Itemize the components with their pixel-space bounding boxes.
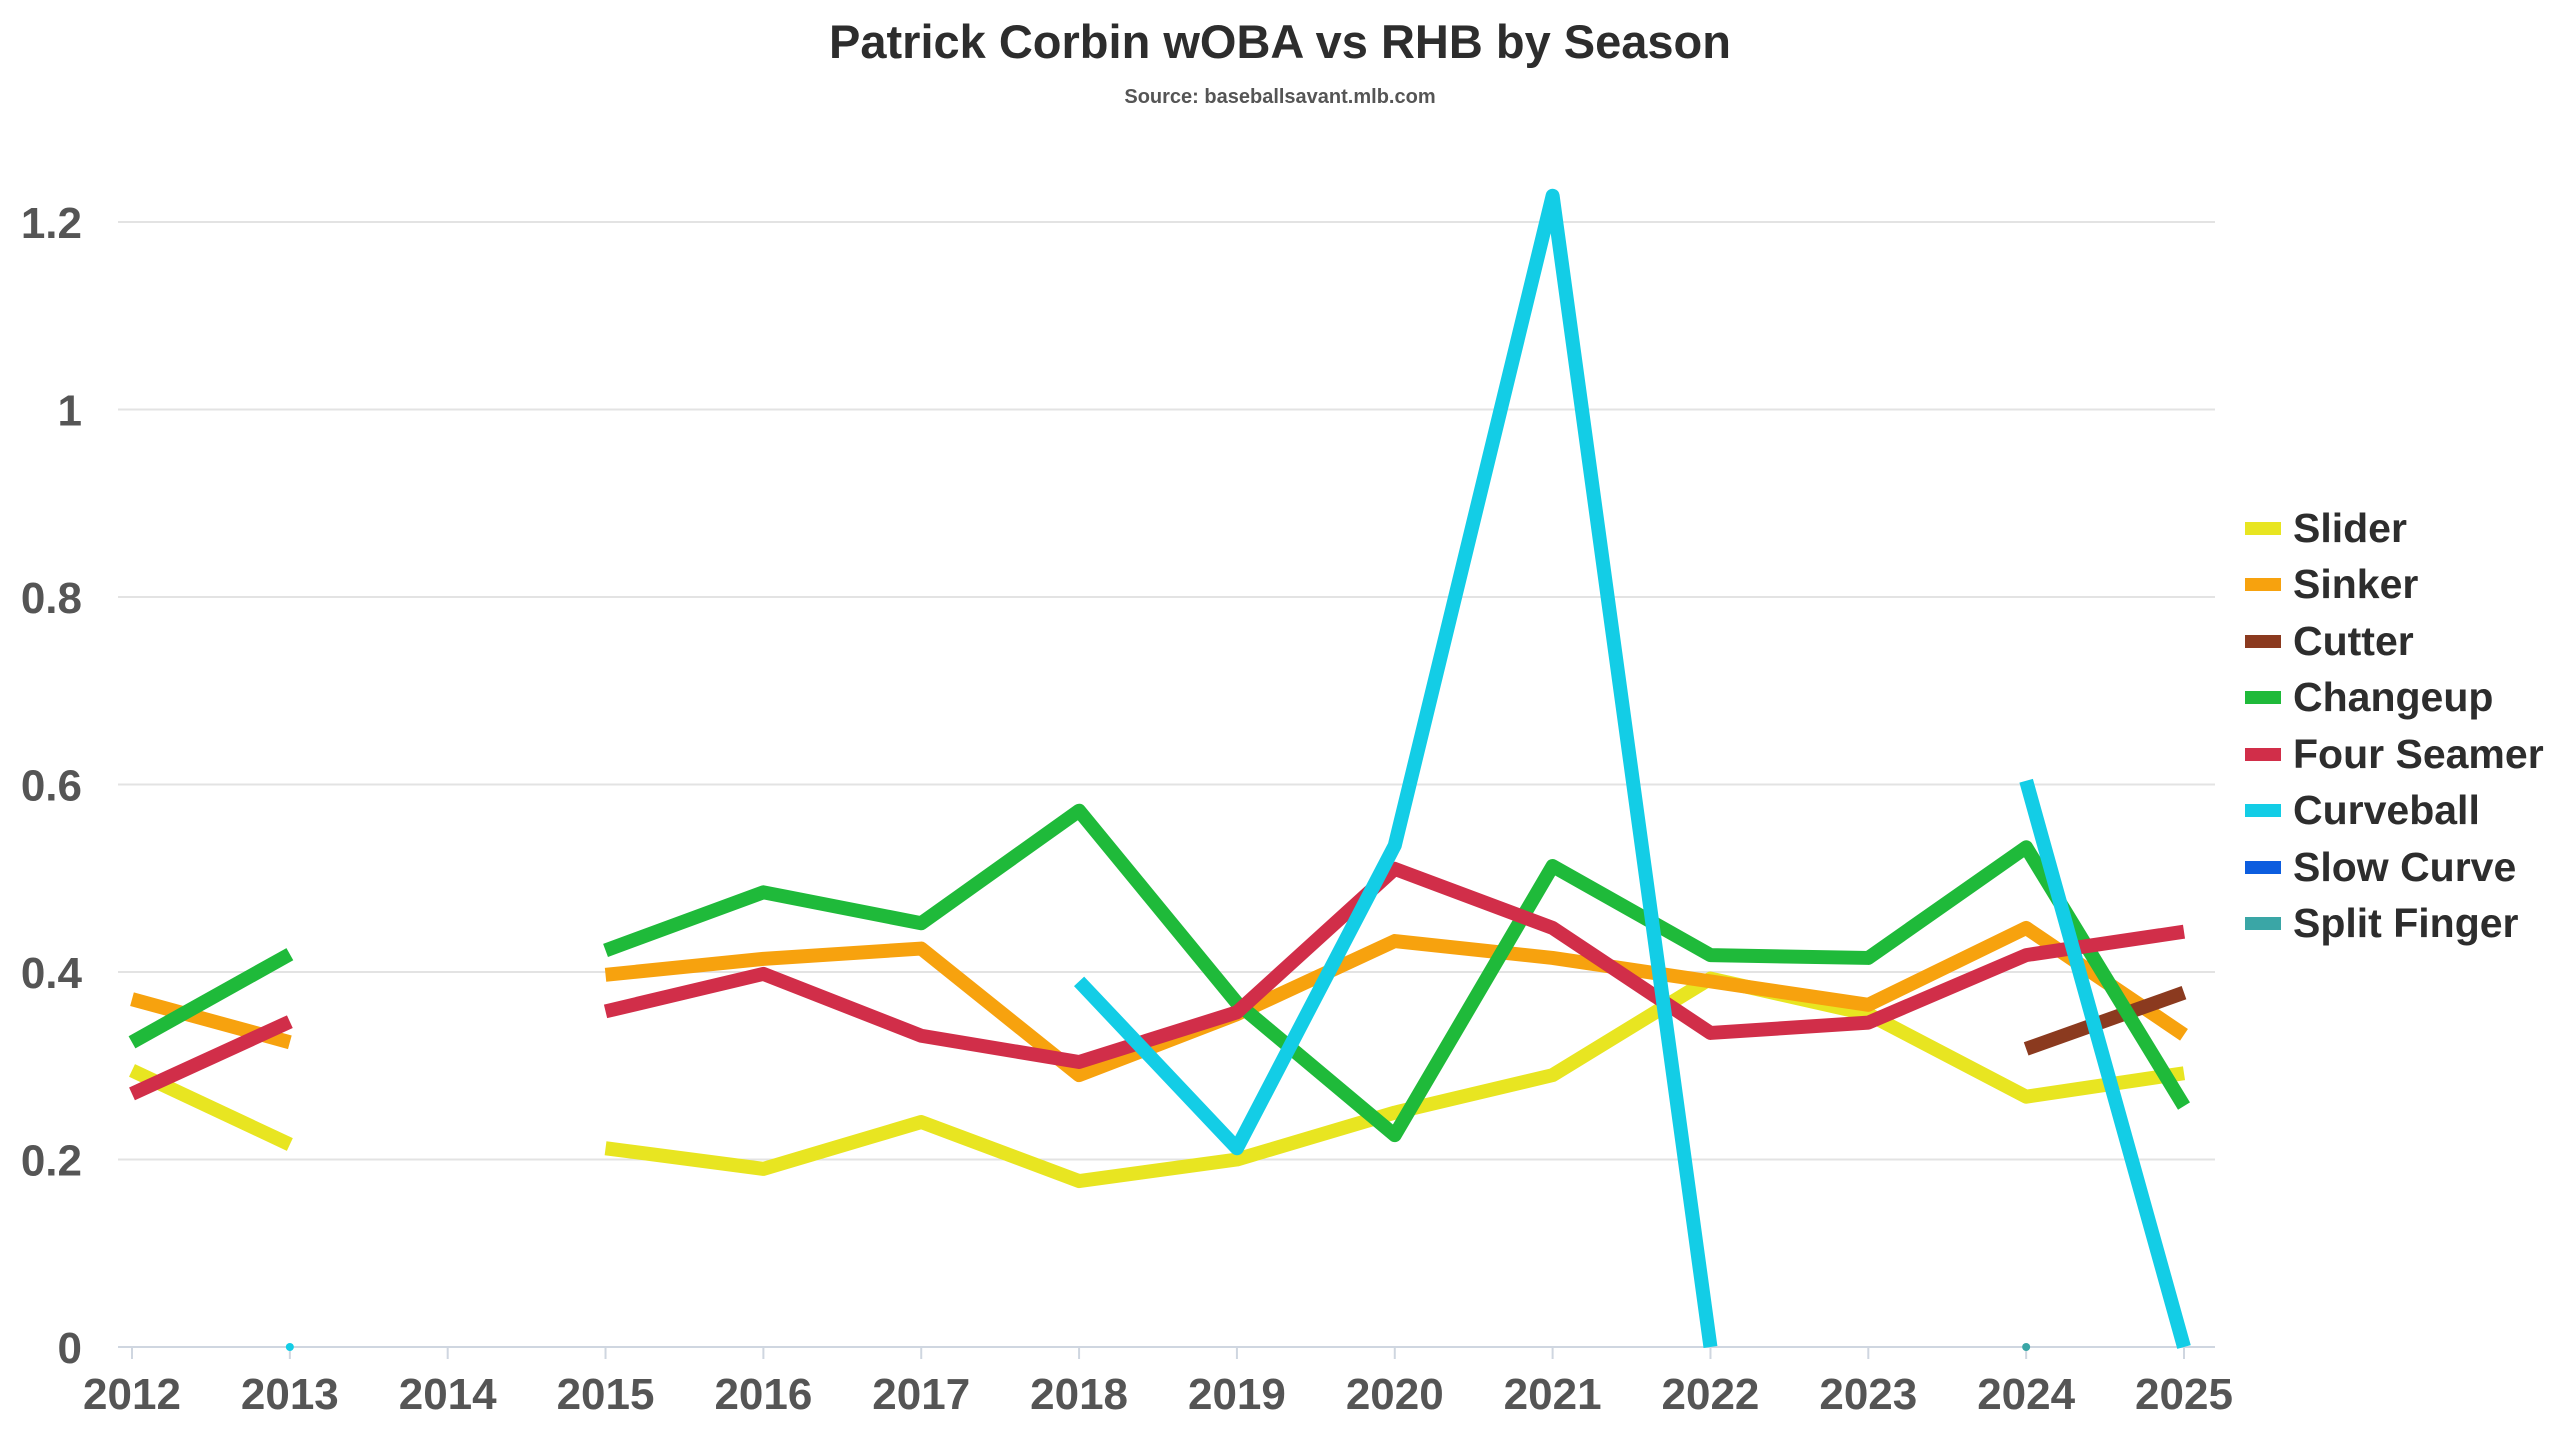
legend-swatch [2245, 634, 2281, 648]
legend-swatch [2245, 804, 2281, 818]
series-line [2019, 778, 2191, 1349]
chart-subtitle: Source: baseballsavant.mlb.com [1124, 86, 1436, 108]
legend-swatch [2245, 747, 2281, 761]
x-tick-label: 2020 [1346, 1370, 1444, 1419]
x-tick-label: 2016 [714, 1370, 812, 1419]
x-tick-label: 2021 [1504, 1370, 1602, 1419]
legend-item[interactable]: Sinker [2245, 557, 2544, 614]
x-tick-labels: 2012 2013 2014 2015 2016 2017 2018 2019 2020 2021… [83, 1370, 2233, 1419]
legend-swatch [2245, 691, 2281, 705]
legend-item[interactable]: Split Finger [2245, 896, 2544, 953]
series-line [1073, 188, 1718, 1348]
legend-label: Curveball [2293, 787, 2480, 834]
legend-label: Cutter [2293, 617, 2414, 664]
series-line [128, 948, 294, 1049]
x-tick-label: 2025 [2135, 1370, 2233, 1419]
legend-item[interactable]: Slider [2245, 500, 2544, 557]
series-line [603, 861, 2186, 1069]
x-tick-label: 2017 [872, 1370, 970, 1419]
x-tick-label: 2012 [83, 1370, 181, 1419]
legend-label: Sinker [2293, 561, 2419, 608]
x-tick-label: 2013 [241, 1370, 339, 1419]
legend-item[interactable]: Four Seamer [2245, 726, 2544, 783]
legend-item[interactable]: Slow Curve [2245, 839, 2544, 896]
legend-swatch [2245, 578, 2281, 592]
y-tick-label: 0 [58, 1324, 82, 1373]
legend-item[interactable]: Cutter [2245, 613, 2544, 670]
data-point [285, 1343, 294, 1351]
legend-label: Four Seamer [2293, 730, 2544, 777]
legend-item[interactable]: Changeup [2245, 670, 2544, 727]
series-line [2023, 986, 2187, 1056]
legend-swatch [2245, 860, 2281, 874]
y-tick-label: 1.2 [21, 199, 82, 248]
legend-swatch [2245, 521, 2281, 535]
legend-label: Changeup [2293, 674, 2494, 721]
series-lines [128, 188, 2191, 1351]
series-changeup [128, 803, 2190, 1143]
x-tick-label: 2019 [1188, 1370, 1286, 1419]
x-tick-label: 2022 [1662, 1370, 1760, 1419]
legend-swatch [2245, 917, 2281, 931]
legend-label: Slow Curve [2293, 843, 2517, 890]
legend: Slider Sinker Cutter Changeup Four Seamer Cur… [2245, 500, 2544, 952]
x-tick-label: 2014 [399, 1370, 497, 1419]
series-cutter [2023, 986, 2187, 1056]
y-tick-label: 0.2 [21, 1137, 82, 1186]
legend-item[interactable]: Curveball [2245, 783, 2544, 840]
x-tick-label: 2024 [1977, 1370, 2075, 1419]
legend-label: Split Finger [2293, 900, 2519, 947]
legend-label: Slider [2293, 504, 2407, 551]
y-tick-labels: 0 0.2 0.4 0.6 0.8 1 1.2 [21, 199, 83, 1373]
y-tick-label: 0.6 [21, 762, 82, 811]
y-tick-label: 1 [58, 387, 82, 436]
series-split-finger [2022, 1343, 2031, 1351]
x-tick-label: 2015 [557, 1370, 655, 1419]
series-line [604, 971, 2186, 1189]
series-slider [129, 971, 2186, 1189]
series-line [603, 803, 2190, 1143]
y-tick-label: 0.4 [21, 949, 83, 998]
series-curveball [285, 188, 2191, 1351]
chart-title: Patrick Corbin wOBA vs RHB by Season [829, 15, 1731, 68]
series-line [604, 920, 2188, 1083]
series-four-seamer [129, 861, 2186, 1101]
grid-lines [118, 221, 2215, 1161]
axes [118, 1346, 2215, 1359]
y-tick-label: 0.8 [21, 574, 82, 623]
series-line [129, 1015, 293, 1101]
x-tick-label: 2023 [1819, 1370, 1917, 1419]
x-tick-label: 2018 [1030, 1370, 1128, 1419]
data-point [2022, 1343, 2031, 1351]
